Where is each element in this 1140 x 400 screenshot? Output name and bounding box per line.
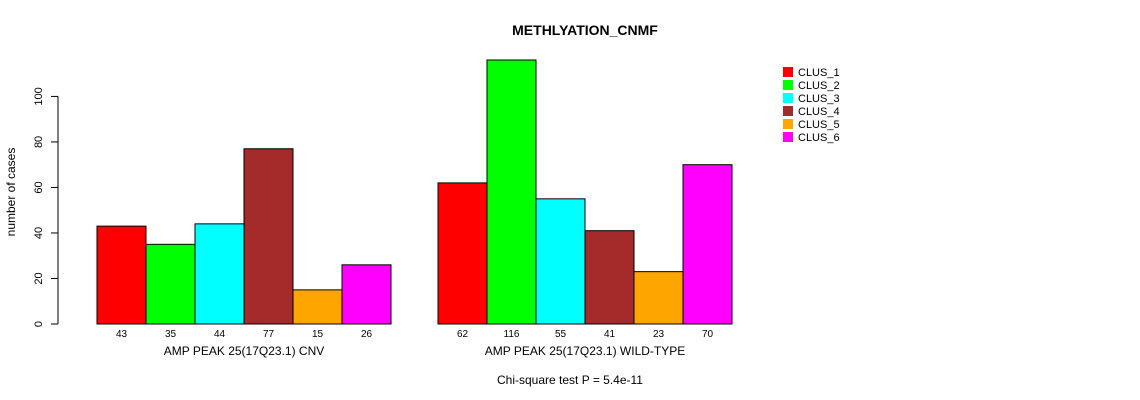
legend-swatch [783,119,793,129]
y-tick-label: 0 [33,321,45,327]
bar-count-label: 15 [312,329,324,340]
bar-count-label: 77 [263,329,275,340]
legend-entry: CLUS_3 [798,93,840,105]
chart-title: METHLYATION_CNMF [512,22,658,38]
bar-clus-2 [145,243,196,325]
y-tick-label: 40 [33,227,45,239]
bar-count-label: 44 [214,329,226,340]
bar-clus-6 [341,264,392,325]
bar-count-label: 55 [555,329,567,340]
legend-swatch [783,80,793,90]
bar-clus-5 [633,271,684,325]
y-axis: 0 20 40 60 80 100 [33,87,59,327]
legend-entry: CLUS_5 [798,119,840,131]
bar-count-label: 41 [604,329,616,340]
chi-square-footnote: Chi-square test P = 5.4e-11 [497,373,643,387]
bar-count-label: 23 [653,329,665,340]
y-tick-label: 20 [33,272,45,284]
group-label: AMP PEAK 25(17Q23.1) CNV [164,344,325,358]
bar-clus-4 [243,148,294,325]
bar-clus-4 [584,230,635,325]
bar-clus-6 [682,164,733,325]
legend-entry: CLUS_2 [798,80,840,92]
group-label: AMP PEAK 25(17Q23.1) WILD-TYPE [485,344,686,358]
bar-clus-5 [292,289,343,325]
bar-count-label: 70 [702,329,714,340]
bar-count-label: 116 [504,329,520,340]
bar-clus-3 [194,223,245,325]
legend-swatch [783,93,793,103]
bar-clus-2 [486,59,537,325]
legend-entry: CLUS_1 [798,67,840,79]
y-tick-label: 60 [33,181,45,193]
bars [96,59,733,325]
y-tick-label: 80 [33,136,45,148]
y-tick-label: 100 [33,87,45,105]
legend-entry: CLUS_6 [798,132,840,144]
legend-swatch [783,106,793,116]
group-labels: AMP PEAK 25(17Q23.1) CNV AMP PEAK 25(17Q2… [164,344,686,358]
bar-clus-3 [535,198,586,325]
bar-count-labels: 43 35 44 77 15 26 62 116 55 41 23 70 [116,329,714,340]
bar-clus-1 [96,225,147,325]
bar-count-label: 62 [457,329,469,340]
legend-entry: CLUS_4 [798,106,840,118]
bar-count-label: 35 [165,329,177,340]
y-axis-label: number of cases [4,148,18,237]
bar-count-label: 26 [361,329,373,340]
legend-swatch [783,67,793,77]
bar-clus-1 [437,182,488,325]
legend-swatch [783,132,793,142]
bar-count-label: 43 [116,329,128,340]
